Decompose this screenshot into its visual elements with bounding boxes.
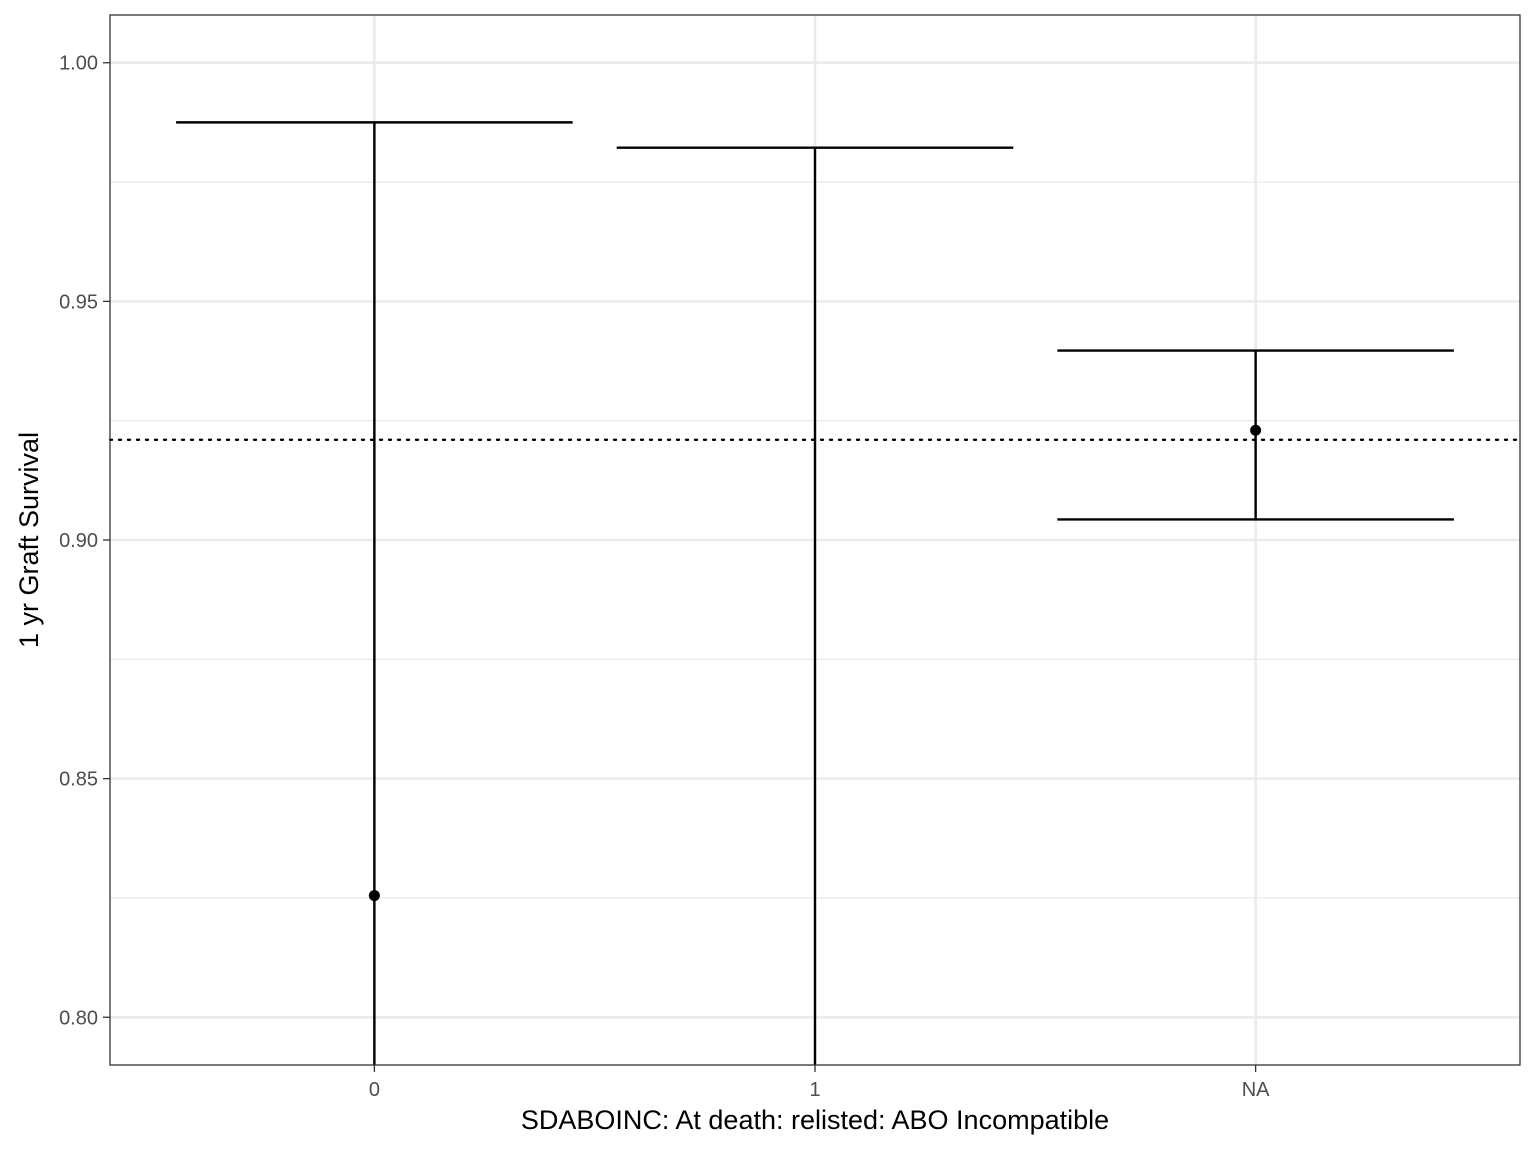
x-tick-label: 0 [369, 1079, 380, 1101]
y-tick-label: 1.00 [59, 53, 98, 75]
x-axis-title: SDABOINC: At death: relisted: ABO Incomp… [521, 1105, 1109, 1135]
x-axis: 0 1 NA [369, 1065, 1270, 1101]
x-tick-label: 1 [809, 1079, 820, 1101]
point-estimates [368, 424, 1262, 902]
y-tick-label: 0.85 [59, 769, 98, 791]
point-estimate [1250, 424, 1262, 436]
x-tick-label: NA [1242, 1079, 1270, 1101]
point-estimate [368, 890, 380, 902]
y-tick-label: 0.80 [59, 1007, 98, 1029]
y-axis: 0.80 0.85 0.90 0.95 1.00 [59, 53, 110, 1029]
y-tick-label: 0.90 [59, 530, 98, 552]
y-tick-label: 0.95 [59, 291, 98, 313]
y-axis-title: 1 yr Graft Survival [14, 432, 44, 648]
